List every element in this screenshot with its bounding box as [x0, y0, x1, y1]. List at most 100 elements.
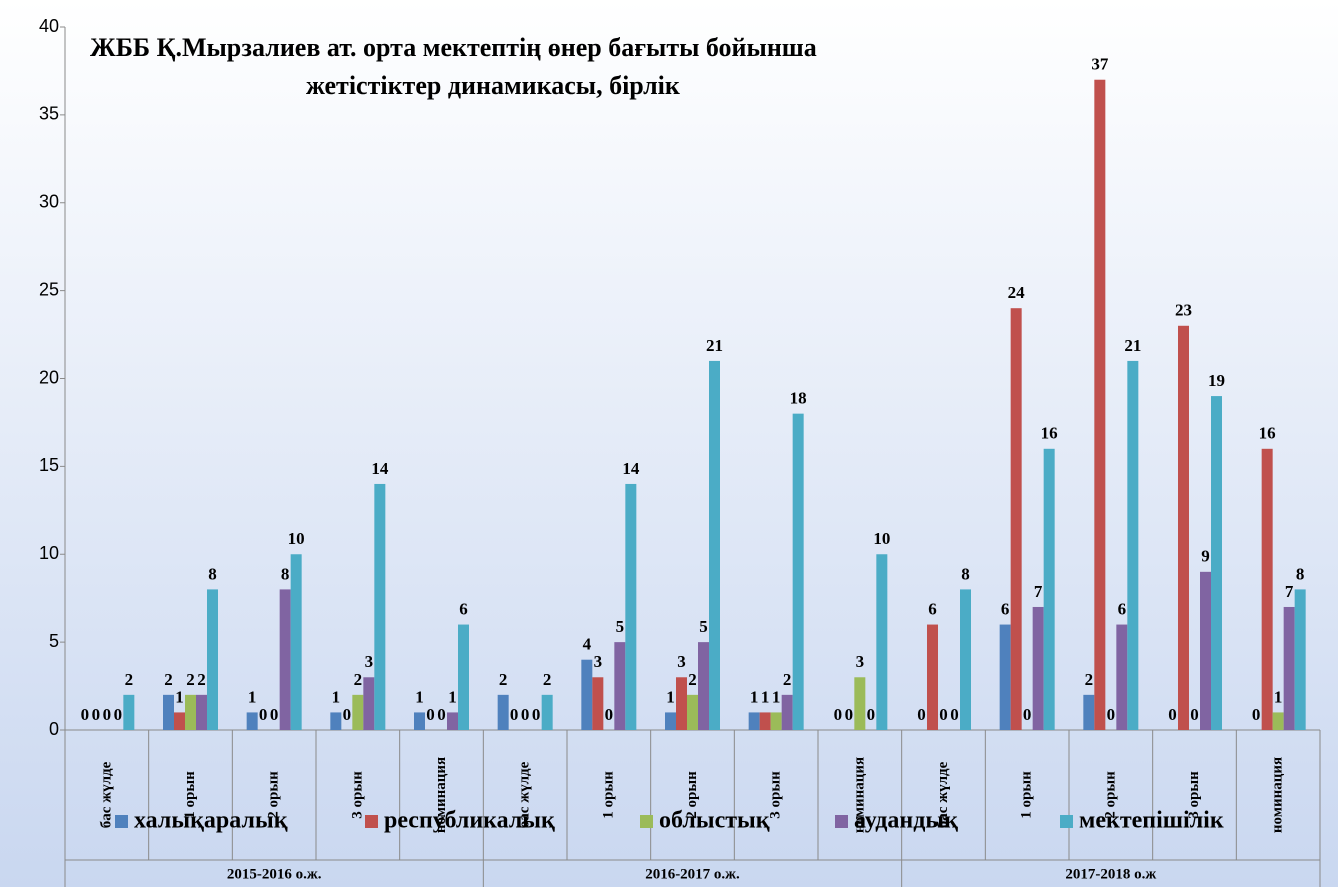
- data-label: 0: [845, 705, 854, 724]
- bar: [174, 712, 185, 730]
- group-label: 2016-2017 о.ж.: [645, 866, 740, 882]
- data-label: 0: [92, 705, 101, 724]
- bar: [290, 554, 302, 730]
- data-label: 0: [114, 705, 123, 724]
- bar: [1032, 606, 1044, 730]
- bar: [497, 694, 509, 730]
- bar: [196, 694, 207, 730]
- legend-swatch: [640, 815, 653, 828]
- bar: [163, 694, 174, 730]
- data-label: 6: [928, 599, 937, 618]
- legend-label: мектепішілік: [1079, 808, 1224, 834]
- bar: [352, 694, 364, 730]
- bar: [1116, 624, 1128, 730]
- data-label: 5: [699, 617, 708, 636]
- x-tick-label: 1 орын: [600, 771, 616, 819]
- data-label: 3: [677, 652, 686, 671]
- bar: [614, 642, 626, 730]
- bar: [207, 589, 218, 730]
- data-label: 2: [1085, 670, 1094, 689]
- data-label: 1: [332, 687, 341, 706]
- bar: [541, 694, 553, 730]
- data-label: 6: [459, 599, 468, 618]
- chart-title: жетістіктер динамикасы, бірлік: [306, 71, 680, 100]
- data-label: 7: [1285, 582, 1294, 601]
- bar: [447, 712, 458, 730]
- y-tick-label: 0: [49, 719, 59, 739]
- x-tick-label: бас жүлде: [935, 761, 951, 828]
- legend-label: халықаралық: [134, 808, 288, 834]
- data-label: 3: [856, 652, 865, 671]
- data-label: 2: [186, 670, 195, 689]
- bar: [581, 659, 593, 730]
- data-label: 21: [706, 336, 723, 355]
- legend-swatch: [835, 815, 848, 828]
- x-tick-label: номинация: [1270, 757, 1286, 833]
- legend-swatch: [115, 815, 128, 828]
- data-label: 0: [867, 705, 876, 724]
- data-label: 14: [371, 459, 389, 478]
- bar: [665, 712, 676, 730]
- bar: [363, 677, 375, 730]
- data-label: 1: [415, 687, 424, 706]
- y-tick-label: 5: [49, 631, 59, 651]
- data-label: 2: [354, 670, 363, 689]
- data-label: 3: [594, 652, 603, 671]
- bar: [374, 483, 386, 730]
- data-label: 0: [1190, 705, 1199, 724]
- bar: [927, 624, 938, 730]
- bar: [123, 694, 135, 730]
- y-tick-label: 15: [39, 455, 59, 475]
- data-label: 0: [510, 705, 519, 724]
- data-label: 0: [917, 705, 926, 724]
- x-tick-label: 1 орын: [1019, 771, 1035, 819]
- data-label: 0: [270, 705, 279, 724]
- bar: [1083, 694, 1095, 730]
- data-label: 8: [961, 564, 970, 583]
- bar: [1094, 79, 1106, 731]
- data-label: 4: [583, 635, 592, 654]
- y-tick-label: 20: [39, 367, 59, 387]
- bar: [1010, 308, 1022, 730]
- x-tick-label: бас жүлде: [98, 761, 114, 828]
- bar: [1200, 571, 1211, 730]
- data-label: 0: [437, 705, 446, 724]
- x-tick-label: 2 орын: [1102, 771, 1118, 819]
- data-label: 1: [761, 687, 770, 706]
- bar: [792, 413, 804, 730]
- data-label: 2: [197, 670, 206, 689]
- x-tick-label: бас жүлде: [517, 761, 533, 828]
- bar: [676, 677, 687, 730]
- data-label: 23: [1175, 301, 1192, 320]
- data-label: 16: [1041, 424, 1058, 443]
- bar: [625, 483, 637, 730]
- data-label: 0: [605, 705, 614, 724]
- data-label: 14: [622, 459, 640, 478]
- data-label: 7: [1034, 582, 1043, 601]
- bar: [1283, 606, 1295, 730]
- bar: [1043, 448, 1055, 730]
- bar: [246, 712, 258, 730]
- data-label: 0: [103, 705, 112, 724]
- x-tick-label: номинация: [851, 757, 867, 833]
- data-label: 2: [499, 670, 508, 689]
- data-label: 8: [281, 564, 290, 583]
- bar: [876, 554, 888, 730]
- bar: [960, 589, 971, 730]
- data-label: 10: [288, 529, 305, 548]
- data-label: 8: [1296, 564, 1305, 583]
- bar: [781, 694, 793, 730]
- data-label: 21: [1124, 336, 1141, 355]
- data-label: 0: [950, 705, 959, 724]
- data-label: 1: [448, 687, 457, 706]
- group-label: 2017-2018 о.ж: [1065, 866, 1156, 882]
- bar: [748, 712, 760, 730]
- data-label: 0: [532, 705, 541, 724]
- legend-label: республикалық: [384, 808, 555, 834]
- data-label: 18: [790, 389, 807, 408]
- data-label: 2: [688, 670, 697, 689]
- data-label: 0: [939, 705, 948, 724]
- data-label: 0: [1023, 705, 1032, 724]
- legend-label: аудандық: [854, 808, 958, 834]
- data-label: 1: [248, 687, 257, 706]
